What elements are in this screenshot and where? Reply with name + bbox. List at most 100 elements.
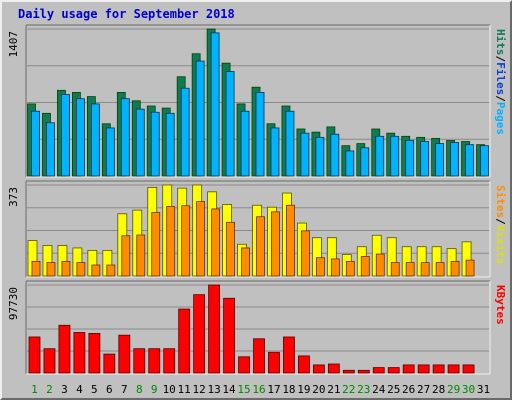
bar-files-day-12: [195, 60, 205, 177]
bar-kbytes-day-7: [118, 334, 131, 374]
bar-sites-day-2: [46, 262, 56, 277]
legend-entry: Files: [494, 62, 507, 95]
bar-files-day-4: [76, 98, 85, 177]
bar-sites-day-29: [450, 260, 460, 277]
bar-files-day-3: [61, 94, 70, 177]
bar-sites-day-3: [61, 260, 71, 277]
bar-files-day-22: [345, 150, 355, 177]
bar-sites-day-1: [31, 260, 41, 277]
bar-kbytes-day-17: [268, 351, 280, 374]
bar-kbytes-day-6: [103, 353, 116, 374]
bar-files-day-1: [31, 110, 40, 177]
legend-visits-sites: Sites/Visits: [494, 185, 507, 265]
x-tick-label-31: 31: [477, 383, 490, 396]
x-tick-label-14: 14: [222, 383, 236, 396]
x-tick-label-5: 5: [91, 383, 98, 396]
x-tick-label-20: 20: [312, 383, 325, 396]
bar-files-day-26: [405, 140, 415, 177]
bar-files-day-7: [120, 98, 130, 177]
x-tick-label-19: 19: [297, 383, 310, 396]
bar-sites-day-11: [181, 205, 191, 277]
bar-sites-day-23: [360, 256, 370, 277]
bar-sites-day-19: [301, 230, 310, 277]
bar-sites-day-6: [106, 264, 116, 277]
bar-sites-day-12: [196, 201, 206, 277]
bar-sites-day-22: [345, 260, 355, 277]
legend-entry: /: [494, 95, 507, 102]
bar-kbytes-day-2: [43, 348, 56, 374]
x-tick-label-25: 25: [387, 383, 400, 396]
bar-kbytes-day-18: [283, 336, 295, 374]
legend-pages-files-hits: Hits/Files/Pages: [494, 29, 507, 135]
legend-entry: KBytes: [494, 285, 507, 325]
bar-sites-day-10: [166, 206, 176, 277]
bar-files-day-24: [375, 135, 385, 177]
bar-kbytes-day-12: [193, 294, 206, 374]
x-tick-label-28: 28: [432, 383, 445, 396]
bar-files-day-11: [180, 87, 190, 177]
bar-kbytes-day-10: [163, 348, 176, 374]
bar-files-day-18: [285, 110, 295, 177]
x-tick-label-7: 7: [121, 383, 128, 396]
bar-kbytes-day-19: [298, 355, 310, 374]
bar-files-day-30: [465, 144, 474, 177]
bar-kbytes-day-25: [387, 367, 400, 374]
bar-sites-day-4: [76, 262, 86, 277]
bar-files-day-31: [480, 145, 489, 177]
bar-kbytes-day-24: [372, 367, 385, 374]
bar-sites-day-15: [241, 247, 250, 277]
bar-kbytes-day-20: [312, 364, 325, 374]
bar-files-day-9: [150, 111, 160, 177]
bar-sites-day-26: [405, 262, 415, 277]
bar-files-day-19: [300, 132, 310, 177]
bar-sites-day-25: [390, 262, 400, 277]
x-tick-label-8: 8: [136, 383, 143, 396]
bar-kbytes-day-4: [73, 332, 86, 374]
bar-sites-day-17: [271, 211, 280, 277]
bar-files-day-21: [330, 133, 340, 177]
bar-files-day-8: [135, 108, 145, 177]
bar-sites-day-28: [435, 262, 445, 277]
bar-sites-day-18: [286, 204, 295, 277]
bar-kbytes-day-23: [357, 369, 370, 374]
bar-sites-day-20: [315, 257, 325, 277]
x-tick-label-24: 24: [372, 383, 386, 396]
x-tick-label-16: 16: [252, 383, 265, 396]
x-tick-label-10: 10: [163, 383, 176, 396]
legend-kbytes: KBytes: [494, 285, 507, 325]
chart-title: Daily usage for September 2018: [18, 7, 235, 21]
bar-files-day-5: [90, 103, 100, 177]
bar-sites-day-14: [226, 221, 235, 277]
bar-kbytes-day-15: [238, 356, 250, 374]
x-tick-label-9: 9: [151, 383, 158, 396]
x-tick-label-29: 29: [447, 383, 460, 396]
x-tick-label-11: 11: [178, 383, 191, 396]
bar-kbytes-day-27: [417, 364, 430, 374]
bar-kbytes-day-16: [253, 338, 265, 374]
legend-entry: Hits: [494, 29, 507, 56]
bar-files-day-10: [165, 112, 175, 177]
x-tick-label-3: 3: [61, 383, 68, 396]
bar-kbytes-day-1: [28, 336, 41, 374]
bar-files-day-15: [240, 110, 250, 177]
x-tick-label-21: 21: [327, 383, 340, 396]
legend-entry: /: [494, 218, 507, 225]
bar-kbytes-day-22: [342, 369, 355, 374]
x-tick-label-30: 30: [462, 383, 475, 396]
y-max-label: 97730: [7, 287, 20, 320]
bar-kbytes-day-8: [133, 348, 146, 374]
x-tick-label-4: 4: [76, 383, 83, 396]
bar-files-day-29: [450, 142, 460, 177]
bar-files-day-28: [435, 143, 445, 177]
x-tick-label-27: 27: [417, 383, 430, 396]
x-tick-label-13: 13: [207, 383, 220, 396]
bar-sites-day-30: [465, 259, 475, 277]
legend-entry: Pages: [494, 102, 507, 135]
legend-entry: /: [494, 56, 507, 63]
bar-files-day-6: [105, 127, 115, 177]
bar-files-day-14: [225, 71, 235, 177]
y-max-label: 373: [7, 187, 20, 207]
bar-sites-day-16: [256, 216, 265, 277]
x-tick-label-23: 23: [357, 383, 370, 396]
